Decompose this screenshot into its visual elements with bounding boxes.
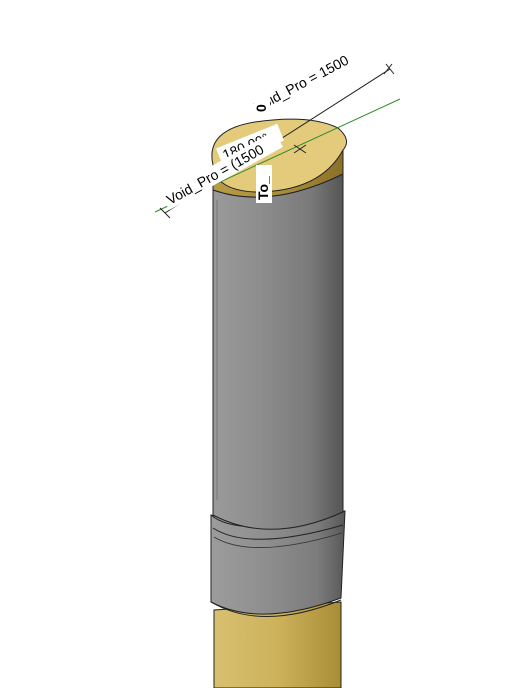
vertical-label-bottom[interactable]: To_ [255, 165, 272, 203]
shaft-cylinder[interactable] [212, 171, 344, 530]
vertical-label-top[interactable]: 0 [253, 93, 270, 115]
svg-text:0: 0 [253, 104, 269, 112]
base-cylinder[interactable] [213, 601, 342, 688]
sleeve-cylinder[interactable] [210, 510, 346, 617]
svg-text:To_: To_ [255, 176, 271, 200]
